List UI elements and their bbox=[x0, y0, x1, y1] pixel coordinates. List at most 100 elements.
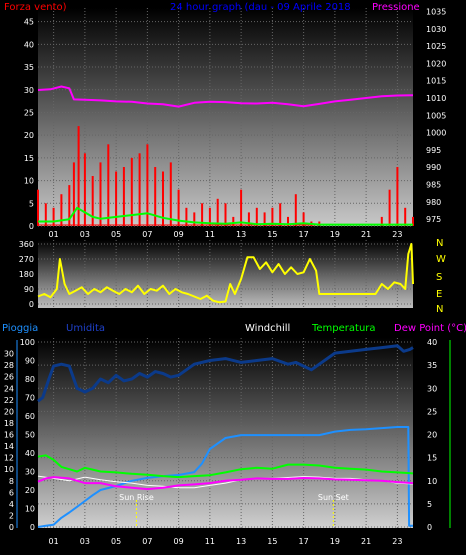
rain-tick-label: 2 bbox=[9, 511, 14, 520]
pressure-tick-label: 990 bbox=[426, 163, 441, 172]
humidity-tick-label: 10 bbox=[25, 505, 35, 514]
rain-line bbox=[37, 426, 413, 528]
x-tick-label: 23 bbox=[392, 230, 402, 239]
gust-bar bbox=[138, 153, 141, 226]
humidity-tick-label: 80 bbox=[25, 375, 35, 384]
temp-tick-label: 20 bbox=[427, 431, 437, 440]
gust-bar bbox=[208, 207, 211, 226]
x-tick-label: 17 bbox=[299, 230, 309, 239]
gust-bar bbox=[396, 167, 399, 226]
temp-tick-label: 30 bbox=[427, 384, 437, 393]
wind-average-line bbox=[38, 206, 413, 226]
rain-tick-label: 12 bbox=[4, 454, 14, 463]
direction-tick-label: 0 bbox=[29, 300, 34, 309]
gust-bar bbox=[240, 189, 243, 226]
temp-tick-label: 40 bbox=[427, 338, 437, 347]
gust-bar bbox=[193, 212, 196, 226]
sun-marker-label: Sun Rise bbox=[119, 493, 154, 502]
x-tick-label: 19 bbox=[330, 537, 340, 546]
gust-bar bbox=[287, 216, 289, 226]
compass-label: W bbox=[436, 254, 446, 265]
gust-bar bbox=[388, 189, 391, 226]
humidity-tick-label: 50 bbox=[25, 431, 35, 440]
humidity-tick-label: 100 bbox=[20, 338, 35, 347]
temperature-plot-area bbox=[38, 338, 413, 528]
wind-tick-label: 25 bbox=[24, 108, 34, 117]
rain-tick-label: 16 bbox=[4, 431, 14, 440]
temp-axis-ticks: 0 5 10 15 20 25 30 35 40 bbox=[427, 338, 451, 532]
wind-pressure-grid bbox=[38, 8, 413, 227]
gust-bar bbox=[44, 203, 47, 226]
humidity-tick-label: 60 bbox=[25, 412, 35, 421]
humidity-tick-label: 0 bbox=[30, 523, 35, 532]
gust-bar bbox=[115, 171, 118, 226]
pressure-tick-label: 1035 bbox=[426, 7, 446, 16]
rain-tick-label: 0 bbox=[9, 523, 14, 532]
gust-bar bbox=[380, 216, 383, 226]
gust-bars bbox=[37, 126, 414, 227]
gust-bar bbox=[216, 198, 219, 227]
dewpoint-line bbox=[37, 476, 414, 491]
gust-bar bbox=[77, 126, 80, 226]
gust-bar bbox=[404, 207, 407, 226]
pressure-line bbox=[37, 85, 414, 108]
rain-tick-label: 28 bbox=[4, 361, 14, 370]
temperature-x-ticks: 01 03 05 07 09 11 13 15 17 19 21 23 bbox=[49, 537, 403, 546]
humidity-axis-title: Umidita bbox=[66, 323, 105, 334]
wind-tick-label: 30 bbox=[24, 86, 34, 95]
compass-label: N bbox=[436, 238, 443, 249]
rain-tick-label: 24 bbox=[4, 384, 14, 393]
x-tick-label: 17 bbox=[299, 537, 309, 546]
chart-title: 24 hour graph (dau - 09 Aprile 2018 bbox=[170, 2, 351, 13]
wind-axis-title: Forza vento) bbox=[4, 2, 67, 13]
x-tick-label: 15 bbox=[267, 537, 277, 546]
x-tick-label: 07 bbox=[142, 537, 152, 546]
gust-bar bbox=[68, 185, 71, 226]
temperature-line bbox=[37, 454, 414, 479]
temperature-lines bbox=[37, 344, 414, 528]
gust-bar bbox=[255, 207, 258, 226]
gust-bar bbox=[169, 162, 172, 226]
direction-axis-ticks: 0 90 180 270 360 bbox=[19, 240, 34, 309]
temp-tick-label: 0 bbox=[427, 523, 432, 532]
wind-tick-label: 35 bbox=[24, 63, 34, 72]
pressure-tick-label: 995 bbox=[426, 146, 441, 155]
x-tick-label: 07 bbox=[142, 230, 152, 239]
pressure-tick-label: 985 bbox=[426, 180, 441, 189]
x-tick-label: 19 bbox=[330, 230, 340, 239]
pressure-tick-label: 1030 bbox=[426, 25, 446, 34]
wind-direction-line bbox=[37, 243, 414, 304]
gust-bar bbox=[294, 194, 297, 226]
direction-tick-label: 270 bbox=[19, 255, 34, 264]
x-tick-label: 01 bbox=[49, 537, 59, 546]
gust-bar bbox=[279, 203, 282, 226]
direction-tick-label: 90 bbox=[24, 285, 34, 294]
wind-tick-label: 15 bbox=[24, 154, 34, 163]
gust-bar bbox=[37, 189, 39, 226]
x-tick-label: 09 bbox=[174, 230, 184, 239]
dewpoint-legend: Dew Point (°C) bbox=[394, 323, 466, 334]
gust-bar bbox=[146, 144, 149, 227]
temperature-legend: Temperatura bbox=[311, 323, 376, 334]
x-tick-label: 13 bbox=[236, 230, 246, 239]
gust-bar bbox=[107, 144, 110, 227]
rain-tick-label: 22 bbox=[4, 396, 14, 405]
pressure-tick-label: 980 bbox=[426, 198, 441, 207]
wind-tick-label: 10 bbox=[24, 177, 34, 186]
rain-axis-title: Pioggia bbox=[2, 323, 38, 334]
temp-tick-label: 10 bbox=[427, 477, 437, 486]
pressure-tick-label: 1000 bbox=[426, 129, 446, 138]
gust-bar bbox=[52, 207, 55, 226]
direction-grid bbox=[38, 240, 413, 308]
temp-tick-label: 5 bbox=[427, 500, 432, 509]
gust-bar bbox=[224, 203, 227, 226]
gust-bar bbox=[271, 207, 274, 226]
wind-tick-label: 0 bbox=[29, 222, 34, 231]
rain-tick-label: 26 bbox=[4, 373, 14, 382]
gust-bar bbox=[83, 153, 86, 226]
direction-tick-label: 360 bbox=[19, 240, 34, 249]
wind-axis-ticks: 0 5 10 15 20 25 30 35 40 45 bbox=[24, 18, 34, 231]
